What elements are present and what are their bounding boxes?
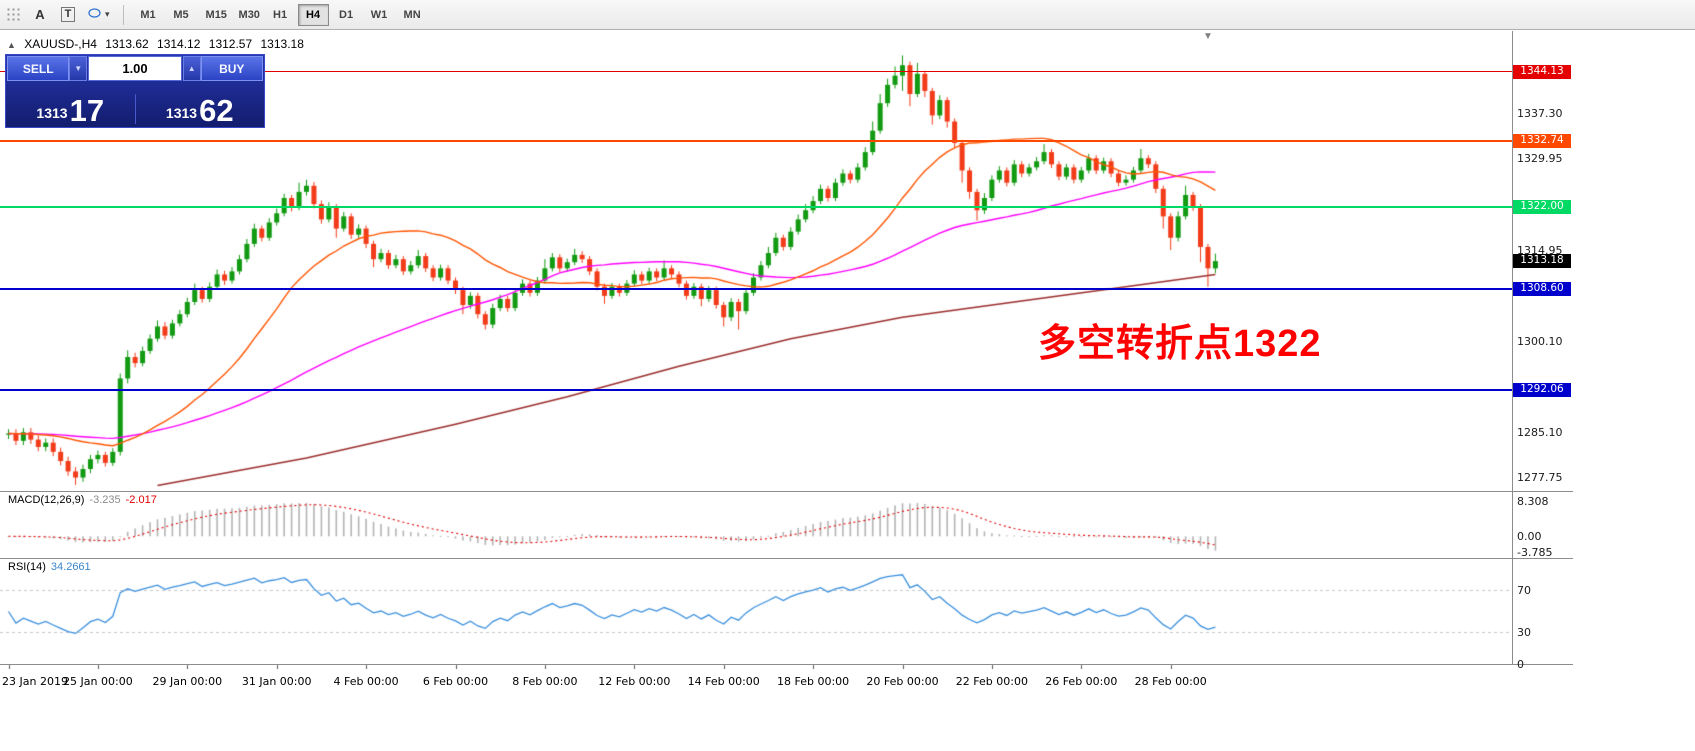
price-badge-1292.06: 1292.06: [1513, 383, 1571, 398]
macd-scale-8.308: 8.308: [1517, 495, 1549, 509]
price-scale[interactable]: 1337.30 1329.95 1314.95 1300.10 1285.10 1277.…: [1512, 30, 1574, 700]
time-axis[interactable]: 23 Jan 2019 25 Jan 00:00 29 Jan 00:00 31 Ja…: [0, 664, 1512, 696]
timeframe-button-h1[interactable]: H1: [265, 4, 296, 26]
price-tick-1337.30: 1337.30: [1517, 107, 1563, 121]
macd-panel-splitter[interactable]: [0, 491, 1573, 492]
bid-main-digits: 1313: [36, 105, 68, 121]
price-badge-1344.13: 1344.13: [1513, 64, 1571, 79]
time-label-144: 26 Feb 00:00: [1045, 675, 1118, 688]
time-label-48: 4 Feb 00:00: [333, 675, 399, 688]
lot-increase-button[interactable]: ▲: [183, 56, 201, 81]
price-badge-1332.74: 1332.74: [1513, 134, 1571, 149]
close-value: 1313.18: [260, 37, 304, 51]
timeframe-button-h4[interactable]: H4: [297, 3, 329, 26]
text-tool-icon: A: [35, 7, 45, 22]
open-value: 1313.62: [105, 37, 149, 51]
time-label-84: 12 Feb 00:00: [598, 675, 671, 688]
macd-indicator-label: MACD(12,26,9) -3.235 -2.017: [8, 494, 157, 506]
lot-decrease-button[interactable]: ▼: [69, 56, 87, 81]
time-label-132: 22 Feb 00:00: [955, 675, 1028, 688]
timeframe-button-mn[interactable]: MN: [397, 4, 428, 26]
time-axis-separator: [0, 664, 1573, 665]
hline-1322.00[interactable]: [0, 206, 1512, 209]
toolbar: A T ▾ M1 M5 M15 M30 H1 H4 D1 W1 MN: [0, 0, 1695, 30]
macd-main-value: -3.235: [89, 494, 121, 506]
chart-shift-marker-icon[interactable]: ▼: [1203, 31, 1213, 42]
time-label-96: 14 Feb 00:00: [687, 675, 760, 688]
hline-1332.74[interactable]: [0, 140, 1512, 143]
sell-price-display[interactable]: 1313 17: [10, 93, 131, 128]
timeframe-button-m30[interactable]: M30: [232, 4, 263, 26]
rsi-scale-70: 70: [1517, 584, 1531, 597]
price-scale-border: [1512, 31, 1513, 664]
time-label-72: 8 Feb 00:00: [512, 675, 578, 688]
time-label-36: 31 Jan 00:00: [241, 675, 312, 688]
bid-pips-digits: 17: [69, 93, 105, 128]
time-label-120: 20 Feb 00:00: [866, 675, 939, 688]
price-tick-1285.10: 1285.10: [1517, 426, 1563, 440]
time-label-156: 28 Feb 00:00: [1134, 675, 1207, 688]
timeframe-button-w1[interactable]: W1: [364, 4, 395, 26]
timeframe-button-d1[interactable]: D1: [331, 4, 362, 26]
rsi-indicator-label: RSI(14) 34.2661: [8, 561, 91, 573]
price-tick-1314.95: 1314.95: [1517, 243, 1563, 257]
hline-1344.13[interactable]: [0, 71, 1512, 73]
hline-1292.06[interactable]: [0, 389, 1512, 392]
price-tick-1277.75: 1277.75: [1517, 471, 1563, 485]
text-label-tool-button[interactable]: T: [55, 3, 81, 27]
buy-price-display[interactable]: 1313 62: [140, 93, 261, 128]
text-tool-button[interactable]: A: [27, 3, 53, 27]
chart-text-annotation[interactable]: 多空转折点1322: [1038, 323, 1322, 365]
timeframe-button-m15[interactable]: M15: [199, 4, 230, 26]
macd-scale--3.785: -3.785: [1517, 545, 1553, 559]
macd-signal-value: -2.017: [125, 494, 157, 506]
price-badge-1322.00: 1322.00: [1513, 200, 1571, 215]
rsi-name: RSI(14): [8, 561, 46, 573]
ellipse-shape-icon: [87, 6, 103, 23]
timeframe-button-m1[interactable]: M1: [133, 4, 164, 26]
symbol-timeframe-label: XAUUSD-,H4: [24, 37, 97, 51]
macd-name: MACD(12,26,9): [8, 494, 85, 506]
time-label-24: 29 Jan 00:00: [152, 675, 223, 688]
price-tick-1300.10: 1300.10: [1517, 334, 1563, 348]
ask-main-digits: 1313: [165, 105, 198, 121]
price-divider: [134, 94, 136, 124]
toolbar-grip-icon[interactable]: [6, 6, 20, 23]
lot-size-input[interactable]: [88, 56, 182, 81]
rsi-value: 34.2661: [50, 561, 91, 573]
buy-button[interactable]: BUY: [200, 56, 263, 81]
collapse-panel-icon[interactable]: ▲: [7, 40, 16, 50]
high-value: 1314.12: [157, 37, 201, 51]
price-badge-1308.60: 1308.60: [1513, 282, 1571, 297]
one-click-trading-panel: SELL ▼ ▲ BUY 1313 17 1313 62: [5, 54, 265, 128]
time-label-0: 23 Jan 2019: [2, 675, 68, 688]
rsi-scale-0: 0: [1517, 657, 1524, 671]
current-price-badge: 1313.18: [1513, 254, 1571, 269]
macd-scale-0.00: 0.00: [1517, 529, 1542, 543]
chevron-down-icon: ▾: [105, 9, 110, 19]
time-label-12: 25 Jan 00:00: [63, 675, 133, 688]
timeframe-button-m5[interactable]: M5: [166, 4, 197, 26]
text-label-icon: T: [60, 7, 76, 22]
toolbar-separator: [122, 4, 124, 25]
time-label-60: 6 Feb 00:00: [422, 675, 489, 688]
rsi-panel-splitter[interactable]: [0, 558, 1573, 559]
low-value: 1312.57: [208, 37, 253, 51]
ask-pips-digits: 62: [199, 93, 234, 128]
shapes-tool-button[interactable]: ▾: [83, 3, 114, 27]
chart-ohlc-header: ▲ XAUUSD-,H4 1313.62 1314.12 1312.57 131…: [7, 37, 309, 51]
hline-1308.60[interactable]: [0, 288, 1512, 291]
time-label-108: 18 Feb 00:00: [777, 675, 850, 688]
rsi-scale-30: 30: [1517, 626, 1531, 639]
price-tick-1329.95: 1329.95: [1517, 152, 1563, 166]
sell-button[interactable]: SELL: [7, 56, 70, 81]
timeframe-toolbar: M1 M5 M15 M30 H1 H4 D1 W1 MN: [132, 3, 429, 26]
